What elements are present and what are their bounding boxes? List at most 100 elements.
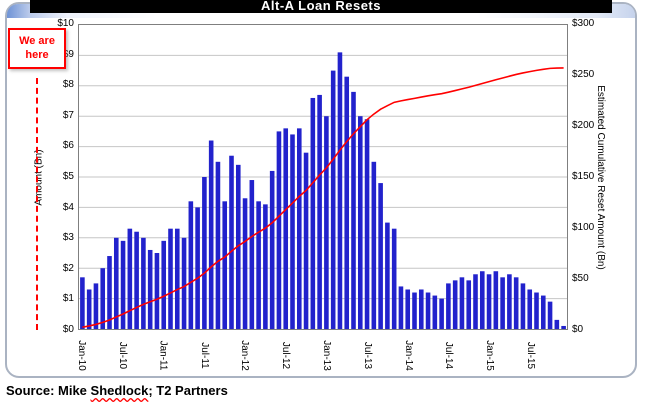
y-axis-left-tick-label: $6 (62, 140, 74, 152)
bar (324, 116, 329, 329)
bar (479, 271, 485, 329)
x-axis-tick-label: Jul-12 (279, 333, 293, 377)
bar (330, 70, 336, 329)
bar (452, 280, 458, 329)
x-axis-tick-label-text: Jul-12 (280, 341, 292, 369)
bar (127, 228, 133, 329)
bar (107, 256, 112, 329)
bar (249, 180, 255, 329)
y-axis-left-tick-label: $2 (62, 262, 74, 274)
x-axis-tick-label: Jul-10 (115, 333, 129, 377)
bar (310, 97, 316, 329)
bar (425, 292, 431, 329)
x-axis-tick-label: Jul-14 (442, 333, 456, 377)
bar (229, 155, 234, 329)
bar (344, 76, 350, 329)
y-axis-left-tick-label: $4 (62, 201, 74, 213)
bar (283, 128, 289, 329)
y-axis-left-tick-label: $1 (62, 293, 74, 305)
x-axis-tick-label-text: Jan-14 (402, 339, 414, 371)
bar (161, 240, 167, 329)
bar (357, 116, 363, 329)
x-axis-tick-label: Jul-13 (360, 333, 374, 377)
bar (188, 201, 194, 329)
x-axis-tick-label-text: Jan-11 (157, 340, 169, 370)
bar (432, 295, 438, 329)
bar (290, 134, 295, 329)
source-suffix: ; T2 Partners (148, 383, 228, 398)
bar (202, 177, 207, 329)
cumulative-line (82, 67, 564, 329)
bar (263, 204, 268, 329)
y-axis-right-tick-label: $200 (572, 120, 595, 131)
bar (446, 283, 451, 329)
bar (439, 298, 444, 329)
bar (391, 228, 397, 329)
bar (256, 201, 261, 329)
bar (100, 268, 106, 329)
bar (242, 198, 248, 329)
bar (418, 289, 424, 329)
bar (364, 119, 370, 329)
bar (147, 249, 153, 329)
x-axis-tick-label-text: Jan-10 (75, 339, 87, 371)
y-axis-right-tick-label: $0 (572, 324, 584, 335)
x-axis-tick-label: Jul-11 (197, 333, 211, 377)
bar (554, 319, 560, 329)
x-axis-tick-label-text: Jul-11 (198, 341, 210, 369)
y-axis-left-tick-label: $8 (62, 79, 74, 91)
y-axis-right-tick-label: $100 (572, 222, 595, 233)
x-axis-tick-label: Jan-10 (74, 333, 88, 377)
bar (371, 161, 377, 329)
bar (86, 289, 92, 329)
bar (168, 228, 173, 329)
y-axis-left-tick-label: $9 (62, 48, 74, 60)
bar (378, 183, 383, 329)
y-axis-left-tick-label: $3 (62, 232, 74, 244)
bar (208, 140, 214, 329)
x-axis-tick-label: Jan-13 (319, 333, 333, 377)
x-axis-tick-label-text: Jul-10 (116, 341, 128, 369)
bar (473, 274, 478, 329)
chart-plot-svg (79, 52, 567, 329)
bar (222, 201, 228, 329)
bar (269, 170, 275, 329)
y-axis-left-tick-label: $0 (62, 324, 74, 335)
x-axis-tick-label-text: Jan-15 (484, 339, 496, 371)
bar (337, 52, 343, 329)
bar (459, 277, 465, 329)
bar (385, 222, 390, 329)
bar (317, 94, 322, 329)
chart-title-bar: Alt-A Loan Resets (30, 0, 612, 13)
bar (561, 325, 566, 329)
bar (493, 271, 499, 329)
x-axis-tick-label: Jan-14 (401, 333, 415, 377)
bar (235, 164, 241, 329)
y-axis-right-tick-label: $250 (572, 69, 595, 80)
bar (215, 161, 221, 329)
x-axis-tick-label-text: Jul-15 (525, 341, 537, 369)
bar (154, 253, 160, 329)
y-axis-right-tick-label: $300 (572, 18, 595, 29)
y-axis-left-tick-label: $7 (62, 109, 74, 121)
callout-line-1: We are (19, 35, 55, 47)
bar (534, 292, 539, 329)
bar (520, 283, 526, 329)
bar (174, 228, 180, 329)
bar (405, 289, 411, 329)
bar (513, 277, 519, 329)
x-axis-tick-label-text: Jul-14 (443, 341, 455, 369)
we-are-here-dashed-line (36, 78, 38, 330)
bar (80, 277, 85, 329)
chart-title: Alt-A Loan Resets (261, 0, 381, 13)
bar (527, 289, 533, 329)
bar (276, 131, 282, 329)
bar (398, 286, 404, 329)
bar (113, 237, 119, 329)
source-prefix: Source: Mike (6, 383, 91, 398)
bar (303, 152, 309, 329)
x-axis-tick-label: Jul-15 (524, 333, 538, 377)
bar (351, 91, 356, 329)
y-axis-right-tick-label: $50 (572, 273, 589, 284)
